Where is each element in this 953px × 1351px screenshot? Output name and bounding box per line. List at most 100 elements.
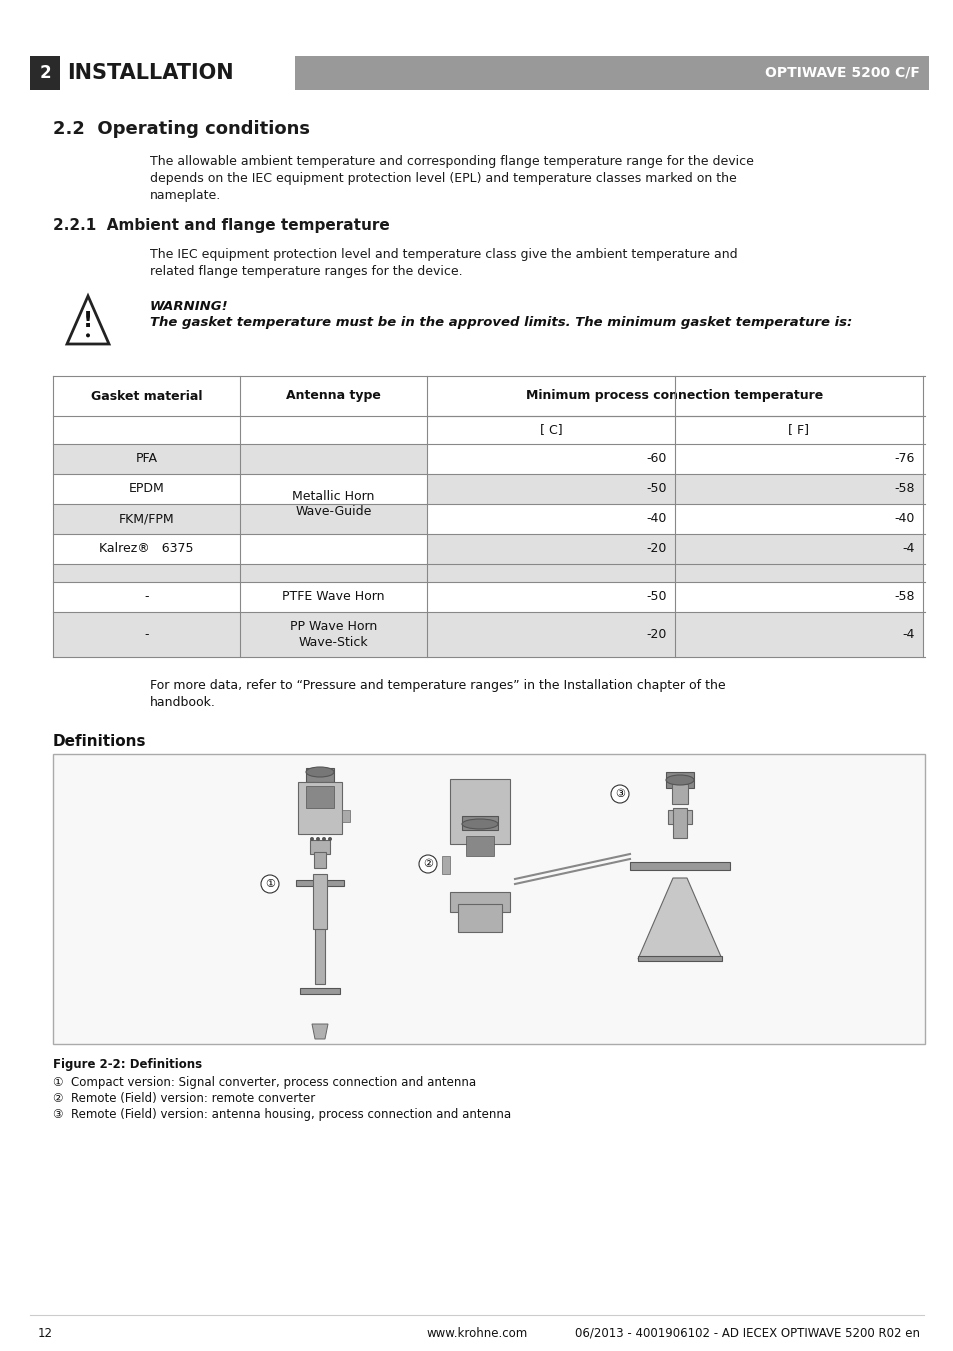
Bar — [294, 55, 928, 91]
Text: OPTIWAVE 5200 C/F: OPTIWAVE 5200 C/F — [764, 66, 919, 80]
Bar — [427, 582, 675, 612]
Bar — [297, 782, 341, 834]
Bar — [675, 582, 923, 612]
Text: ①  Compact version: Signal converter, process connection and antenna: ① Compact version: Signal converter, pro… — [53, 1075, 476, 1089]
Text: INSTALLATION: INSTALLATION — [67, 63, 233, 82]
Bar — [240, 612, 427, 657]
Circle shape — [610, 785, 628, 802]
Bar — [53, 534, 240, 563]
Bar — [461, 816, 497, 830]
Bar — [465, 836, 494, 857]
Text: -4: -4 — [902, 628, 914, 640]
Bar — [671, 784, 687, 804]
Text: PP Wave Horn
Wave-Stick: PP Wave Horn Wave-Stick — [290, 620, 376, 648]
Bar — [427, 563, 675, 582]
Bar — [665, 771, 693, 788]
Bar — [314, 852, 326, 867]
Bar — [450, 892, 510, 912]
Text: 12: 12 — [38, 1327, 53, 1340]
Bar — [299, 988, 339, 994]
Text: !: ! — [83, 311, 93, 331]
Text: ③  Remote (Field) version: antenna housing, process connection and antenna: ③ Remote (Field) version: antenna housin… — [53, 1108, 511, 1121]
Bar — [240, 444, 427, 474]
Bar — [427, 376, 675, 444]
Bar — [441, 857, 450, 874]
Text: PFA: PFA — [135, 453, 157, 466]
Text: FKM/FPM: FKM/FPM — [118, 512, 174, 526]
Text: 06/2013 - 4001906102 - AD IECEX OPTIWAVE 5200 R02 en: 06/2013 - 4001906102 - AD IECEX OPTIWAVE… — [575, 1327, 919, 1340]
Polygon shape — [67, 296, 109, 345]
Text: The IEC equipment protection level and temperature class give the ambient temper: The IEC equipment protection level and t… — [150, 249, 737, 261]
Bar — [306, 767, 334, 782]
Bar — [53, 612, 240, 657]
Text: related flange temperature ranges for the device.: related flange temperature ranges for th… — [150, 265, 462, 278]
Polygon shape — [312, 1024, 328, 1039]
Bar — [60, 55, 294, 91]
Text: 2: 2 — [39, 63, 51, 82]
Bar — [427, 444, 675, 474]
Text: For more data, refer to “Pressure and temperature ranges” in the Installation ch: For more data, refer to “Pressure and te… — [150, 680, 725, 692]
Bar — [53, 754, 924, 1044]
Text: www.krohne.com: www.krohne.com — [426, 1327, 527, 1340]
Text: Definitions: Definitions — [53, 734, 147, 748]
Text: Minimum process connection temperature: Minimum process connection temperature — [526, 389, 822, 403]
Bar — [53, 444, 240, 474]
Text: depends on the IEC equipment protection level (EPL) and temperature classes mark: depends on the IEC equipment protection … — [150, 172, 736, 185]
Text: -58: -58 — [894, 590, 914, 604]
Bar — [53, 582, 240, 612]
Text: -: - — [144, 590, 149, 604]
Text: -50: -50 — [646, 590, 666, 604]
Bar — [314, 886, 325, 984]
Ellipse shape — [306, 767, 334, 777]
Text: Figure 2-2: Definitions: Figure 2-2: Definitions — [53, 1058, 202, 1071]
Text: -50: -50 — [646, 482, 666, 496]
Bar — [629, 862, 729, 870]
Bar — [427, 534, 675, 563]
Bar — [240, 474, 427, 504]
Text: handbook.: handbook. — [150, 696, 215, 709]
Text: Gasket material: Gasket material — [91, 389, 202, 403]
Bar — [427, 612, 675, 657]
Bar — [667, 811, 691, 824]
Text: WARNING!: WARNING! — [150, 300, 229, 313]
Bar — [457, 904, 501, 932]
Polygon shape — [638, 878, 721, 959]
Text: -4: -4 — [902, 543, 914, 555]
Bar — [675, 612, 923, 657]
Circle shape — [322, 838, 326, 842]
Bar — [240, 563, 427, 582]
Bar — [675, 474, 923, 504]
Bar — [306, 786, 334, 808]
Bar — [313, 874, 327, 929]
Bar — [341, 811, 350, 821]
Text: -20: -20 — [646, 543, 666, 555]
Text: Antenna type: Antenna type — [286, 389, 380, 403]
Ellipse shape — [665, 775, 693, 785]
Bar — [672, 808, 686, 838]
Bar — [675, 376, 923, 444]
Bar — [240, 582, 427, 612]
Text: -60: -60 — [646, 453, 666, 466]
Bar — [295, 880, 344, 886]
Text: EPDM: EPDM — [129, 482, 164, 496]
Ellipse shape — [461, 819, 497, 830]
Text: -76: -76 — [894, 453, 914, 466]
Text: 2.2.1  Ambient and flange temperature: 2.2.1 Ambient and flange temperature — [53, 218, 390, 232]
Text: [ C]: [ C] — [539, 423, 561, 436]
Bar — [675, 534, 923, 563]
Text: 2.2  Operating conditions: 2.2 Operating conditions — [53, 120, 310, 138]
Bar — [53, 563, 240, 582]
Circle shape — [310, 838, 314, 842]
Bar — [53, 376, 240, 444]
Circle shape — [86, 334, 90, 338]
Bar — [675, 504, 923, 534]
Circle shape — [418, 855, 436, 873]
Circle shape — [328, 838, 332, 842]
Bar — [310, 840, 330, 854]
Text: -40: -40 — [646, 512, 666, 526]
Bar — [638, 957, 721, 961]
Text: -40: -40 — [894, 512, 914, 526]
Bar — [240, 376, 427, 444]
Text: [ F]: [ F] — [788, 423, 809, 436]
Bar — [427, 474, 675, 504]
